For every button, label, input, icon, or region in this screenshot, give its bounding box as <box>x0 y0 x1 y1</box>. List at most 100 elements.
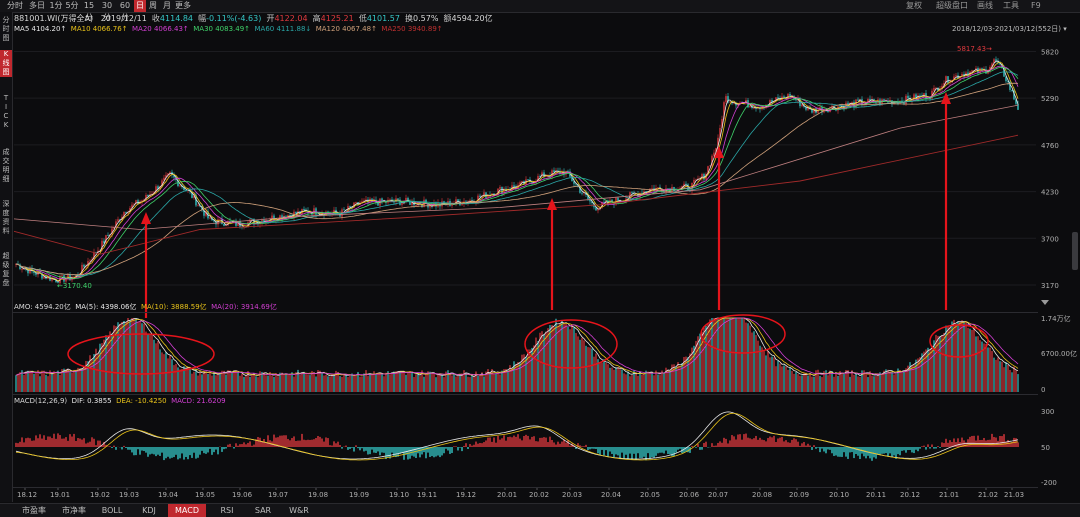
volume-bars <box>15 318 1018 392</box>
volume-bar-43 <box>101 343 102 392</box>
x-axis-label-11: 19.11 <box>417 491 437 499</box>
volume-bar-366 <box>747 323 748 392</box>
volume-bar-265 <box>545 332 546 392</box>
volume-bar-364 <box>743 318 744 392</box>
volume-bar-387 <box>789 368 790 392</box>
volume-bar-422 <box>859 377 860 392</box>
volume-bar-274 <box>563 323 564 392</box>
macd-bar-442 <box>899 447 900 455</box>
macd-bar-74 <box>163 447 164 460</box>
price-axis-label-0: 5820 <box>1041 48 1059 56</box>
red-ellipse-1 <box>525 320 617 368</box>
macd-bar-296 <box>607 447 608 457</box>
indicator-tab-3[interactable]: KDJ <box>136 504 162 517</box>
volume-bar-454 <box>923 352 924 392</box>
macd-bar-175 <box>365 447 366 451</box>
indicator-tab-6[interactable]: SAR <box>248 504 278 517</box>
volume-bar-180 <box>375 374 376 392</box>
volume-bar-250 <box>515 364 516 392</box>
macd-bar-374 <box>763 440 764 447</box>
candle-body-418 <box>851 102 852 103</box>
macd-bar-452 <box>919 447 920 449</box>
candle-body-144 <box>303 209 304 210</box>
macd-bar-299 <box>613 447 614 458</box>
volume-bar-332 <box>679 366 680 392</box>
volume-bar-95 <box>205 371 206 392</box>
volume-bar-240 <box>495 373 496 392</box>
x-axis-label-21: 20.09 <box>789 491 809 499</box>
macd-bar-361 <box>737 435 738 447</box>
macd-bar-388 <box>791 440 792 447</box>
volume-bar-182 <box>379 374 380 392</box>
macd-bar-148 <box>311 440 312 447</box>
indicator-tab-2[interactable]: BOLL <box>96 504 128 517</box>
volume-bar-217 <box>449 374 450 392</box>
macd-bar-288 <box>591 447 592 449</box>
macd-bar-395 <box>805 446 806 447</box>
volume-bar-145 <box>305 374 306 392</box>
volume-bar-170 <box>355 375 356 392</box>
macd-bar-270 <box>555 445 556 447</box>
macd-bar-344 <box>703 443 704 447</box>
volume-bar-270 <box>555 319 556 392</box>
macd-bar-70 <box>155 447 156 456</box>
candle-body-381 <box>777 97 778 98</box>
macd-bar-143 <box>301 434 302 447</box>
volume-bar-132 <box>279 373 280 392</box>
macd-bar-104 <box>223 447 224 449</box>
volume-bar-199 <box>413 377 414 392</box>
vol-ma5-value: MA(5): 4398.06亿 <box>75 303 136 311</box>
volume-bar-341 <box>697 336 698 392</box>
macd-bar-350 <box>715 446 716 447</box>
volume-bar-110 <box>235 370 236 392</box>
macd-bar-265 <box>545 438 546 447</box>
macd-bar-106 <box>227 445 228 447</box>
volume-bar-386 <box>787 370 788 392</box>
macd-bar-83 <box>181 447 182 453</box>
macd-bar-9 <box>33 440 34 447</box>
macd-bar-289 <box>593 447 594 449</box>
volume-bar-488 <box>991 351 992 392</box>
indicator-tab-4[interactable]: MACD <box>168 504 206 517</box>
candle-body-308 <box>631 192 632 193</box>
macd-bar-227 <box>469 444 470 447</box>
x-axis-label-12: 19.12 <box>456 491 476 499</box>
volume-bar-343 <box>701 332 702 392</box>
candle-body-27 <box>69 274 70 280</box>
volume-bar-159 <box>333 376 334 392</box>
volume-bar-411 <box>837 376 838 392</box>
volume-bar-100 <box>215 375 216 392</box>
volume-bar-212 <box>439 375 440 392</box>
volume-bar-293 <box>601 363 602 392</box>
indicator-tab-1[interactable]: 市净率 <box>56 504 92 517</box>
macd-bar-118 <box>251 446 252 447</box>
red-arrow-head-0 <box>141 212 151 224</box>
macd-bar-494 <box>1003 434 1004 447</box>
macd-bar-100 <box>215 447 216 450</box>
volume-bar-416 <box>847 370 848 392</box>
indicator-tab-7[interactable]: W&R <box>284 504 314 517</box>
macd-bar-208 <box>431 447 432 456</box>
volume-bar-69 <box>153 340 154 392</box>
macd-bar-216 <box>447 447 448 451</box>
macd-bar-382 <box>779 438 780 447</box>
macd-bar-355 <box>725 439 726 447</box>
macd-bar-471 <box>957 438 958 447</box>
indicator-tab-5[interactable]: RSI <box>212 504 242 517</box>
volume-bar-6 <box>27 371 28 392</box>
candle-body-104 <box>223 224 224 226</box>
macd-bar-479 <box>973 436 974 447</box>
macd-bar-416 <box>847 447 848 459</box>
volume-bar-150 <box>315 376 316 392</box>
volume-bar-16 <box>47 376 48 392</box>
indicator-tab-0[interactable]: 市盈率 <box>16 504 52 517</box>
macd-bar-229 <box>473 445 474 447</box>
volume-bar-194 <box>403 372 404 392</box>
candle-body-291 <box>597 209 598 210</box>
volume-bar-126 <box>267 376 268 392</box>
candle-body-445 <box>905 96 906 104</box>
macd-bar-354 <box>723 438 724 447</box>
volume-bar-493 <box>1001 362 1002 392</box>
macd-bar-380 <box>775 442 776 447</box>
